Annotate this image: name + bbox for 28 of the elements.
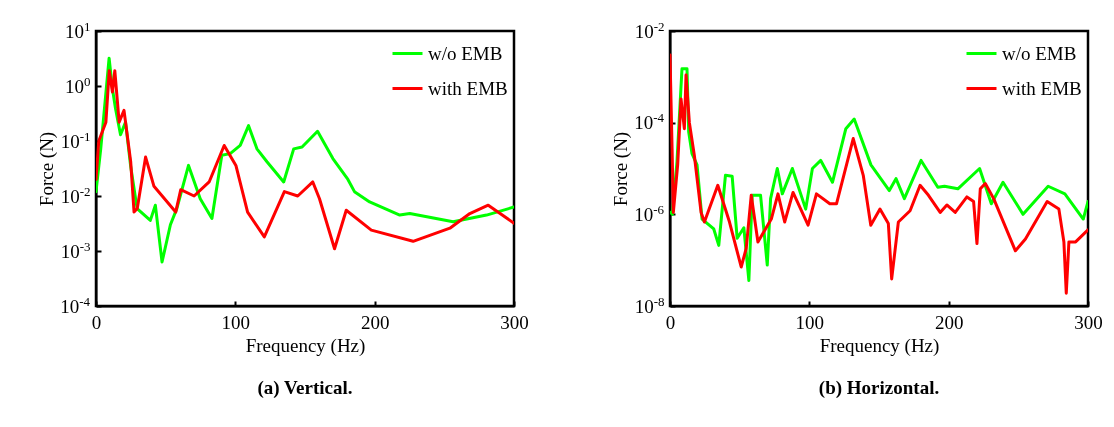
y-tick-label: 10$^{-8}$	[634, 293, 665, 317]
text: (b) Horizontal.	[818, 377, 940, 399]
y-tick-label: 10$^{0}$	[65, 73, 91, 97]
x-tick-label: 0	[91, 311, 102, 333]
x-axis-title: Frequency (Hz)	[245, 334, 366, 357]
x-tick-label: 200	[934, 311, 964, 333]
y-tick-label: 10$^{-6}$	[634, 201, 665, 225]
y-tick-label: 10$^{-4}$	[634, 109, 665, 134]
legend-label: with EMB	[428, 77, 508, 99]
legend-label: w/o EMB	[428, 42, 503, 64]
x-tick-label: 200	[360, 311, 390, 333]
x-axis-title: Frequency (Hz)	[819, 334, 940, 357]
y-tick-label: 10$^{-2}$	[634, 18, 665, 42]
text: (a) Vertical.	[257, 377, 353, 399]
x-tick-label: 300	[500, 311, 529, 333]
x-tick-label: 0	[665, 311, 676, 333]
y-tick-label: 10$^{-3}$	[60, 238, 91, 262]
x-tick-label: 100	[221, 311, 251, 333]
legend-label: with EMB	[1002, 77, 1082, 99]
x-tick-label: 100	[795, 311, 825, 333]
y-axis-title: Force (N)	[609, 131, 632, 207]
y-tick-label: 10$^{1}$	[65, 18, 91, 42]
y-axis-title: Force (N)	[35, 131, 58, 207]
legend-label: w/o EMB	[1002, 42, 1077, 64]
y-tick-label: 10$^{-1}$	[60, 128, 91, 152]
x-tick-label: 300	[1074, 311, 1103, 333]
y-tick-label: 10$^{-4}$	[60, 293, 91, 317]
y-tick-label: 10$^{-2}$	[60, 183, 91, 207]
